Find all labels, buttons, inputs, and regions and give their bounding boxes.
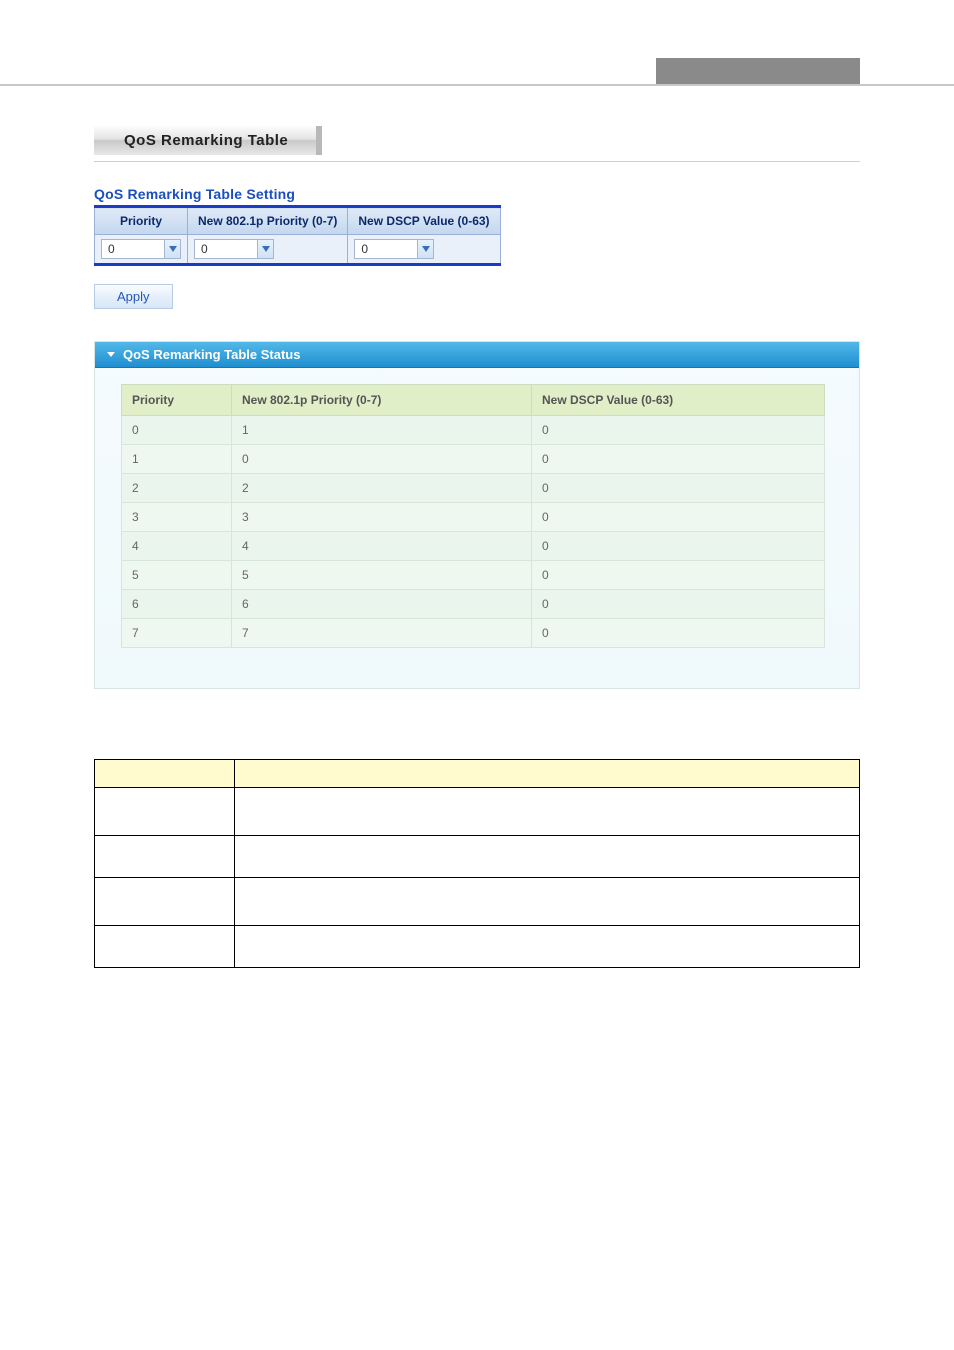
- table-cell: 1: [232, 416, 532, 445]
- top-bar: [0, 58, 954, 86]
- table-cell: 3: [122, 503, 232, 532]
- setting-section-title: QoS Remarking Table Setting: [94, 186, 860, 202]
- new-8021p-select-value: 0: [195, 242, 257, 256]
- chevron-down-icon: [417, 240, 433, 258]
- table-row: 220: [122, 474, 825, 503]
- status-panel: QoS Remarking Table Status Priority New …: [94, 341, 860, 689]
- title-divider: [94, 161, 860, 162]
- table-cell: [95, 836, 235, 878]
- status-header-priority: Priority: [122, 385, 232, 416]
- table-row: 660: [122, 590, 825, 619]
- new-dscp-select-value: 0: [355, 242, 417, 256]
- table-row: 010: [122, 416, 825, 445]
- table-row: 330: [122, 503, 825, 532]
- status-panel-header[interactable]: QoS Remarking Table Status: [95, 342, 859, 368]
- table-cell: 0: [532, 619, 825, 648]
- table-cell: 3: [232, 503, 532, 532]
- table-cell: 2: [232, 474, 532, 503]
- table-row: 440: [122, 532, 825, 561]
- table-cell: 0: [532, 532, 825, 561]
- table-cell: 2: [122, 474, 232, 503]
- page-title: QoS Remarking Table: [94, 126, 322, 155]
- setting-header-priority: Priority: [95, 207, 188, 235]
- main-panel: QoS Remarking Table QoS Remarking Table …: [94, 126, 860, 689]
- setting-table: Priority New 802.1p Priority (0-7) New D…: [94, 205, 501, 266]
- table-cell: 4: [232, 532, 532, 561]
- table-cell: 5: [122, 561, 232, 590]
- new-dscp-select[interactable]: 0: [354, 239, 434, 259]
- top-gray-placeholder: [656, 58, 860, 84]
- table-cell: 6: [232, 590, 532, 619]
- table-row: [95, 788, 860, 836]
- new-8021p-select[interactable]: 0: [194, 239, 274, 259]
- table-cell: 0: [532, 590, 825, 619]
- table-cell: 1: [122, 445, 232, 474]
- desc-header-cell: [235, 760, 860, 788]
- table-cell: [95, 878, 235, 926]
- setting-header-8021p: New 802.1p Priority (0-7): [188, 207, 348, 235]
- table-cell: 0: [122, 416, 232, 445]
- table-cell: 0: [532, 445, 825, 474]
- setting-header-dscp: New DSCP Value (0-63): [348, 207, 500, 235]
- priority-select-value: 0: [102, 242, 164, 256]
- caret-down-icon: [107, 352, 115, 357]
- desc-header-cell: [95, 760, 235, 788]
- description-table: [94, 759, 860, 968]
- table-cell: [95, 926, 235, 968]
- table-row: [95, 878, 860, 926]
- status-header-8021p: New 802.1p Priority (0-7): [232, 385, 532, 416]
- table-cell: [235, 788, 860, 836]
- table-cell: [235, 878, 860, 926]
- apply-button[interactable]: Apply: [94, 284, 173, 309]
- table-cell: 0: [532, 474, 825, 503]
- table-cell: [235, 926, 860, 968]
- table-cell: 0: [232, 445, 532, 474]
- table-cell: 0: [532, 416, 825, 445]
- priority-select[interactable]: 0: [101, 239, 181, 259]
- table-row: [95, 926, 860, 968]
- status-header-dscp: New DSCP Value (0-63): [532, 385, 825, 416]
- table-cell: 7: [122, 619, 232, 648]
- table-cell: [235, 836, 860, 878]
- table-row: [95, 836, 860, 878]
- status-panel-title: QoS Remarking Table Status: [123, 347, 300, 362]
- table-cell: 6: [122, 590, 232, 619]
- table-cell: 4: [122, 532, 232, 561]
- table-cell: 0: [532, 503, 825, 532]
- table-cell: [95, 788, 235, 836]
- table-row: 550: [122, 561, 825, 590]
- table-cell: 0: [532, 561, 825, 590]
- chevron-down-icon: [164, 240, 180, 258]
- table-cell: 5: [232, 561, 532, 590]
- table-cell: 7: [232, 619, 532, 648]
- table-row: 100: [122, 445, 825, 474]
- chevron-down-icon: [257, 240, 273, 258]
- status-table: Priority New 802.1p Priority (0-7) New D…: [121, 384, 825, 648]
- table-row: 770: [122, 619, 825, 648]
